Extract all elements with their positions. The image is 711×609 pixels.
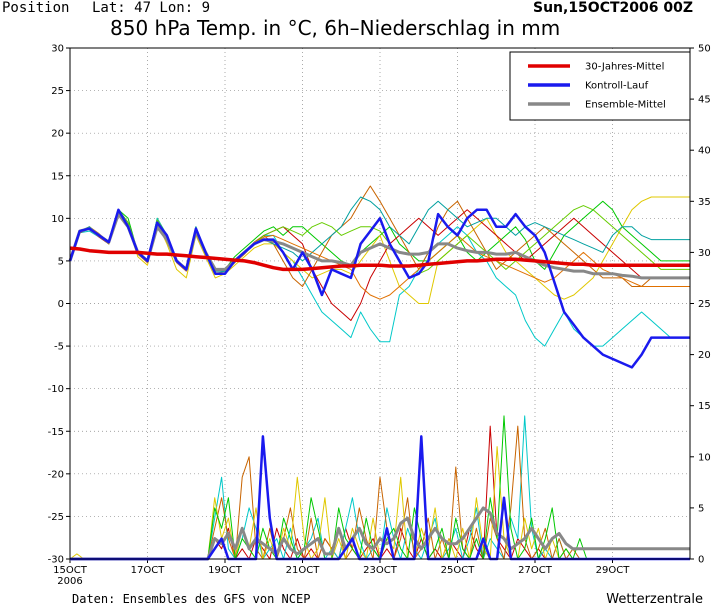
- x-tick-label: 23OCT: [363, 565, 398, 576]
- right-tick-label: 5: [698, 503, 704, 514]
- right-tick-label: 15: [698, 401, 711, 412]
- x-tick-label: 19OCT: [208, 565, 243, 576]
- left-tick-label: -15: [48, 427, 64, 438]
- legend-label: Kontroll-Lauf: [585, 81, 649, 92]
- precipitation-lines: [69, 415, 690, 561]
- right-tick-label: 35: [698, 197, 711, 208]
- left-tick-label: -25: [48, 512, 64, 523]
- precip-line: [70, 506, 690, 561]
- left-tick-label: 30: [51, 44, 64, 55]
- left-tick-label: -10: [48, 384, 64, 395]
- x-tick-label: 15OCT: [53, 565, 88, 576]
- right-tick-label: 20: [698, 350, 711, 361]
- grid-lines: [70, 48, 690, 559]
- temperature-lines: [68, 185, 690, 369]
- right-tick-label: 45: [698, 95, 711, 106]
- left-axis-ticks: 30 25 20 15 10 5 0 -5 -10 -15 -20 -25 -30: [48, 44, 70, 566]
- left-tick-label: 10: [51, 214, 64, 225]
- x-tick-label: 29OCT: [596, 565, 631, 576]
- right-tick-label: 30: [698, 248, 711, 259]
- chart-title: 850 hPa Temp. in °C, 6h–Niederschlag in …: [110, 16, 561, 40]
- temp-line: [68, 208, 690, 369]
- plot-frame: [69, 47, 691, 560]
- right-tick-label: 50: [698, 44, 711, 55]
- left-tick-label: -5: [54, 342, 64, 353]
- left-tick-label: 5: [58, 256, 64, 267]
- right-tick-label: 0: [698, 555, 704, 566]
- left-tick-label: 0: [58, 299, 64, 310]
- x-tick-label: 27OCT: [518, 565, 553, 576]
- right-tick-label: 25: [698, 299, 711, 310]
- x-tick-label: 17OCT: [131, 565, 166, 576]
- left-tick-label: 15: [51, 171, 64, 182]
- legend-label: Ensemble-Mittel: [585, 100, 666, 111]
- data-source-label: Daten: Ensembles des GFS von NCEP: [72, 592, 311, 606]
- member-line: [69, 196, 690, 304]
- x-tick-label: 25OCT: [441, 565, 476, 576]
- forecast-date: Sun,15OCT2006 00Z: [532, 0, 693, 16]
- left-tick-label: -20: [48, 469, 64, 480]
- temp-line: [69, 246, 690, 272]
- left-tick-label: 20: [51, 129, 64, 140]
- x-tick-label: 21OCT: [286, 565, 321, 576]
- lat-lon-label: Lat: 47 Lon: 9: [92, 0, 211, 16]
- right-tick-label: 10: [698, 452, 711, 463]
- right-tick-label: 40: [698, 146, 711, 157]
- legend-label: 30-Jahres-Mittel: [585, 62, 664, 73]
- position-label: Position: [2, 0, 70, 16]
- left-tick-label: -30: [48, 555, 64, 566]
- left-tick-label: 25: [51, 86, 64, 97]
- x-axis-ticks: 15OCT 17OCT 19OCT 21OCT 23OCT 25OCT 27OCT 29OCT…: [53, 559, 630, 587]
- x-year-label: 2006: [57, 576, 82, 587]
- legend: 30-Jahres-Mittel Kontroll-Lauf Ensemble-Mi…: [509, 51, 691, 121]
- precip-line: [69, 446, 690, 560]
- brand-label: Wetterzentrale: [606, 592, 703, 607]
